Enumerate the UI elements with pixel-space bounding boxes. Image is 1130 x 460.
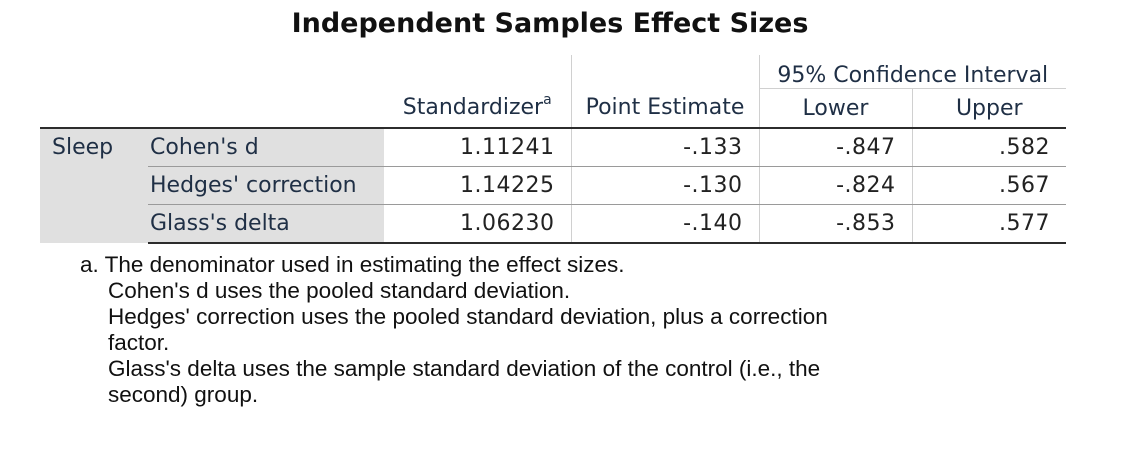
header-row-group: 95% Confidence Interval: [40, 55, 1066, 89]
lower-value: -.847: [758, 128, 912, 167]
point-estimate-value: -.133: [570, 128, 759, 167]
header-stub-cell: [148, 88, 384, 129]
point-estimate-value: -.130: [570, 166, 759, 205]
upper-value: .567: [911, 166, 1066, 205]
point-estimate-value: -.140: [570, 204, 759, 244]
variable-label: Sleep: [40, 128, 148, 243]
table-footnote: a. The denominator used in estimating th…: [80, 252, 1080, 408]
table-row: Hedges' correction 1.14225 -.130 -.824 .…: [40, 166, 1066, 205]
standardizer-value: 1.06230: [384, 204, 571, 244]
header-row-columns: Standardizera Point Estimate Lower Upper: [40, 88, 1066, 129]
footnote-line: second) group.: [108, 382, 259, 407]
upper-value: .582: [911, 128, 1066, 167]
footnote-line: Cohen's d uses the pooled standard devia…: [108, 278, 571, 303]
header-stub-cell: [40, 55, 148, 89]
table-row: Glass's delta 1.06230 -.140 -.853 .577: [40, 204, 1066, 244]
effect-sizes-table-container: 95% Confidence Interval Standardizera Po…: [40, 0, 1066, 250]
header-empty-cell: [570, 55, 759, 89]
standardizer-header-label: Standardizer: [402, 95, 544, 121]
standardizer-value: 1.11241: [384, 128, 571, 167]
upper-value: .577: [911, 204, 1066, 244]
table-row: Sleep Cohen's d 1.11241 -.133 -.847 .582: [40, 128, 1066, 243]
standardizer-header: Standardizera: [384, 88, 571, 129]
header-stub-cell: [40, 88, 148, 129]
lower-value: -.853: [758, 204, 912, 244]
upper-header: Upper: [911, 88, 1066, 129]
footnote-line: factor.: [108, 330, 170, 355]
statistic-label: Hedges' correction: [148, 166, 384, 205]
standardizer-value: 1.14225: [384, 166, 571, 205]
footnote-marker: a: [543, 92, 552, 109]
header-empty-cell: [384, 55, 571, 89]
table-title: Independent Samples Effect Sizes: [291, 8, 809, 39]
point-estimate-header: Point Estimate: [570, 88, 759, 129]
footnote-line: Glass's delta uses the sample standard d…: [108, 356, 821, 381]
effect-sizes-table: 95% Confidence Interval Standardizera Po…: [40, 55, 1066, 244]
footnote-line: a. The denominator used in estimating th…: [80, 252, 625, 277]
lower-header: Lower: [758, 88, 912, 129]
footnote-line: Hedges' correction uses the pooled stand…: [108, 304, 828, 329]
statistic-label: Cohen's d: [148, 128, 384, 167]
header-stub-cell: [148, 55, 384, 89]
ci-group-header: 95% Confidence Interval: [758, 55, 1066, 89]
statistic-label: Glass's delta: [148, 204, 384, 244]
lower-value: -.824: [758, 166, 912, 205]
